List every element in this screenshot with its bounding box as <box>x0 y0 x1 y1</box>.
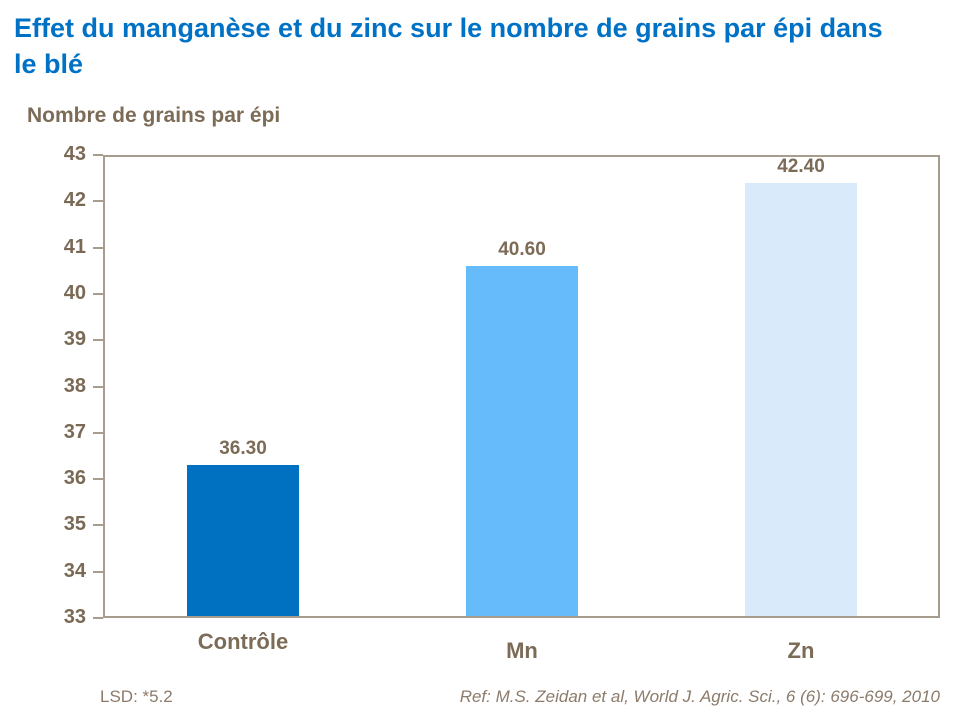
y-tick-mark <box>93 571 103 573</box>
y-tick-mark <box>93 617 103 619</box>
y-tick-mark <box>93 386 103 388</box>
y-tick-label: 33 <box>63 606 86 628</box>
y-tick-label: 43 <box>63 143 86 165</box>
bar-contr-le <box>187 465 299 616</box>
category-label: Contrôle <box>197 629 289 654</box>
bar-value-label: 40.60 <box>498 239 546 260</box>
y-tick-label: 34 <box>63 560 86 582</box>
y-tick-mark <box>93 432 103 434</box>
y-tick-mark <box>93 154 103 156</box>
y-tick-label: 36 <box>63 467 86 489</box>
y-tick-label: 37 <box>63 421 86 443</box>
y-tick-mark <box>93 339 103 341</box>
y-tick-label: 39 <box>63 328 86 350</box>
y-tick-mark <box>93 200 103 202</box>
y-tick-mark <box>93 293 103 295</box>
reference-note: Ref: M.S. Zeidan et al, World J. Agric. … <box>459 687 940 706</box>
lsd-note: LSD: *5.2 <box>100 687 173 706</box>
y-tick-label: 40 <box>63 282 86 304</box>
y-tick-label: 41 <box>63 236 86 258</box>
chart-title: Effet du manganèse et du zinc sur le nom… <box>14 13 883 79</box>
category-label: Mn <box>506 638 538 663</box>
y-tick-label: 42 <box>63 189 86 211</box>
y-tick-mark <box>93 478 103 480</box>
y-tick-label: 35 <box>63 513 86 535</box>
bar-zn <box>745 183 857 616</box>
y-axis-title: Nombre de grains par épi <box>27 104 281 127</box>
y-tick-label: 38 <box>63 375 86 397</box>
y-tick-mark <box>93 247 103 249</box>
bar-mn <box>466 266 578 616</box>
bar-value-label: 36.30 <box>219 438 267 459</box>
y-tick-mark <box>93 524 103 526</box>
category-label: Zn <box>787 638 815 663</box>
bar-value-label: 42.40 <box>777 156 825 177</box>
